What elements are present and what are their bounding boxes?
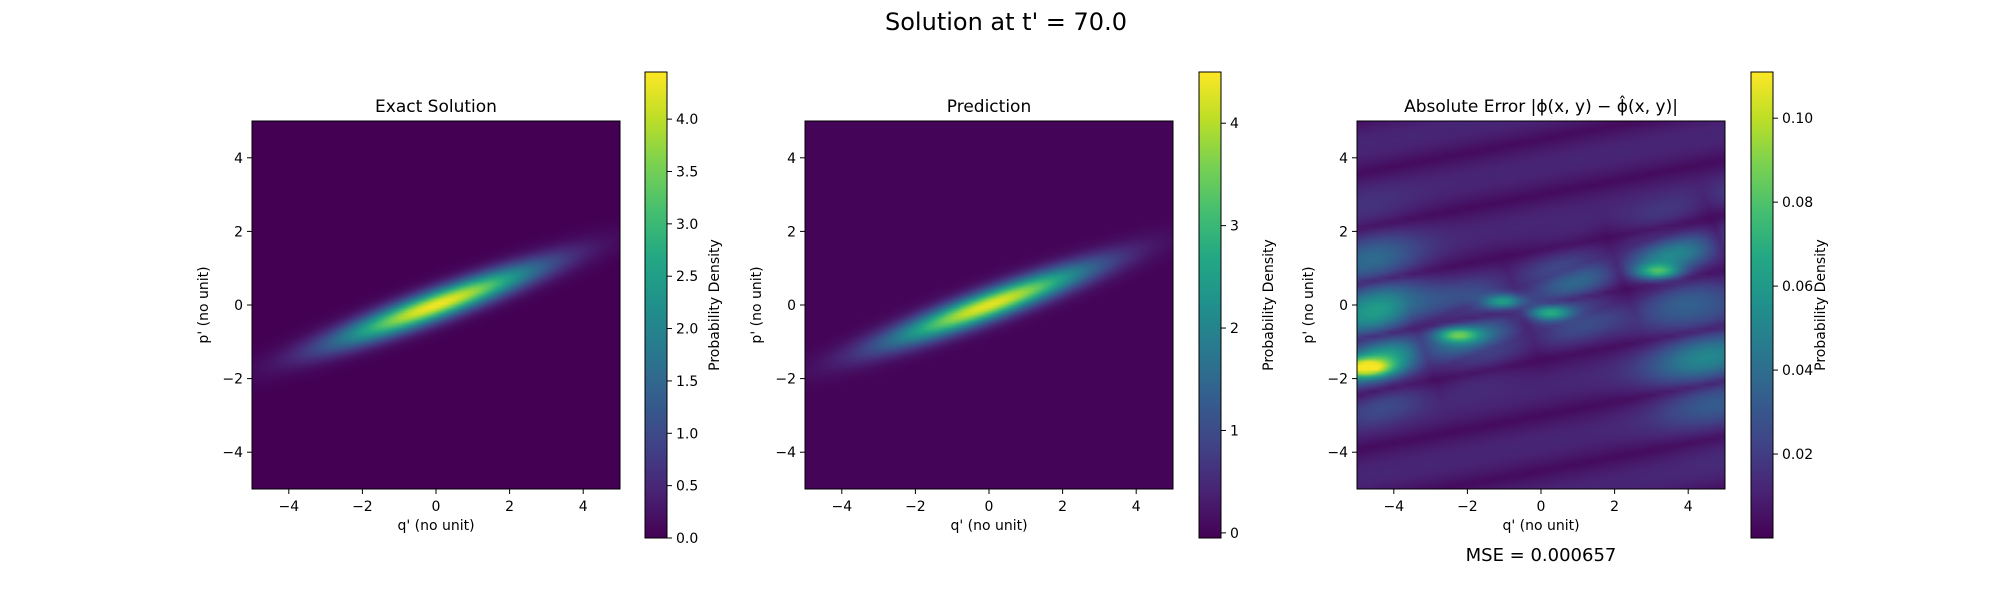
panel-3: Absolute Error |ϕ(x, y) − ϕ̂(x, y)| −4 −2 0… <box>1301 71 1829 539</box>
x-tick-label: 0 <box>985 499 994 515</box>
x-tick-label: −4 <box>278 499 299 515</box>
y-tick-label: 0 <box>787 298 796 314</box>
x-tick-label: −2 <box>1457 499 1478 515</box>
x-axis-label: q' (no unit) <box>397 518 474 534</box>
colorbar-tick-label: 1.0 <box>676 426 698 442</box>
y-tick-label: 2 <box>787 224 796 240</box>
y-axis-label: p' (no unit) <box>196 266 212 343</box>
colorbar-tick-label: 2.0 <box>676 322 698 338</box>
y-tick-label: 4 <box>1339 151 1348 167</box>
colorbar-label: Probability Density <box>1261 239 1277 371</box>
panel-title: Exact Solution <box>375 97 497 117</box>
y-tick-label: −4 <box>222 445 243 461</box>
colorbar-label: Probability Density <box>707 239 723 371</box>
y-tick-label: 0 <box>234 298 243 314</box>
x-axis-label: q' (no unit) <box>1502 518 1579 534</box>
x-tick-label: 0 <box>432 499 441 515</box>
y-axis-label: p' (no unit) <box>749 266 765 343</box>
colorbar <box>1750 71 1774 539</box>
panel-title: Absolute Error |ϕ(x, y) − ϕ̂(x, y)| <box>1404 94 1678 117</box>
heatmap-image <box>252 121 620 489</box>
heatmap-image <box>805 121 1173 489</box>
y-tick-label: −2 <box>775 372 796 388</box>
colorbar-tick-label: 1.5 <box>676 374 698 390</box>
x-tick-label: −2 <box>905 499 926 515</box>
x-tick-label: −4 <box>831 499 852 515</box>
panel-title: Prediction <box>947 97 1031 117</box>
colorbar-tick-label: 0 <box>1230 526 1239 542</box>
y-tick-label: −2 <box>222 372 243 388</box>
x-tick-label: −4 <box>1383 499 1404 515</box>
x-axis-label: q' (no unit) <box>950 518 1027 534</box>
colorbar-tick-label: 0.5 <box>676 479 698 495</box>
x-tick-label: −2 <box>352 499 373 515</box>
colorbar <box>644 71 668 539</box>
colorbar-tick-label: 3.5 <box>676 164 698 180</box>
colorbar-tick-label: 4 <box>1230 116 1239 132</box>
y-tick-label: 2 <box>234 224 243 240</box>
colorbar-label: Probability Density <box>1813 239 1829 371</box>
y-tick-label: −2 <box>1327 372 1348 388</box>
colorbar-tick-label: 4.0 <box>676 112 698 128</box>
y-tick-label: 4 <box>787 151 796 167</box>
heatmap-image <box>1357 121 1725 489</box>
colorbar-tick-label: 1 <box>1230 423 1239 439</box>
figure-title: Solution at t' = 70.0 <box>885 8 1127 36</box>
y-tick-label: 2 <box>1339 224 1348 240</box>
colorbar-tick-label: 0.08 <box>1782 195 1813 211</box>
colorbar-tick-label: 0.06 <box>1782 279 1813 295</box>
colorbar-tick-label: 0.0 <box>676 531 698 547</box>
colorbar <box>1198 71 1222 539</box>
colorbar-tick-label: 0.10 <box>1782 111 1813 127</box>
colorbar-tick-label: 2 <box>1230 321 1239 337</box>
panel-2: Prediction −4 −2 0 2 4 −4 −2 0 2 4 q' (no unit) p' (… <box>749 71 1277 542</box>
colorbar-tick-label: 0.04 <box>1782 363 1813 379</box>
x-tick-label: 4 <box>1132 499 1141 515</box>
x-tick-label: 2 <box>1610 499 1619 515</box>
x-tick-label: 4 <box>1684 499 1693 515</box>
x-tick-label: 4 <box>579 499 588 515</box>
x-tick-label: 0 <box>1537 499 1546 515</box>
colorbar-tick-label: 3.0 <box>676 217 698 233</box>
mse-label: MSE = 0.000657 <box>1466 545 1617 566</box>
panels: Exact Solution −4 −2 0 2 4 −4 −2 0 2 4 q' (no unit)… <box>196 71 1829 547</box>
y-tick-label: −4 <box>775 445 796 461</box>
y-tick-label: −4 <box>1327 445 1348 461</box>
x-tick-label: 2 <box>1058 499 1067 515</box>
x-tick-label: 2 <box>505 499 514 515</box>
colorbar-tick-label: 3 <box>1230 219 1239 235</box>
y-axis-label: p' (no unit) <box>1301 266 1317 343</box>
panel-1: Exact Solution −4 −2 0 2 4 −4 −2 0 2 4 q' (no unit)… <box>196 71 723 547</box>
y-tick-label: 4 <box>234 151 243 167</box>
colorbar-tick-label: 2.5 <box>676 269 698 285</box>
y-tick-label: 0 <box>1339 298 1348 314</box>
colorbar-tick-label: 0.02 <box>1782 447 1813 463</box>
